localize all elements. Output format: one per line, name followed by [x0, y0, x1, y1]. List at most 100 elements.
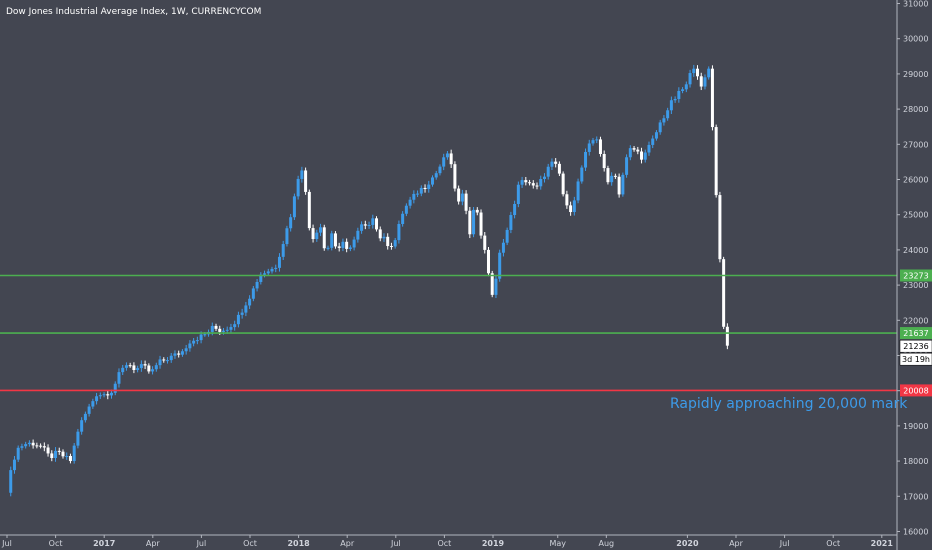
candle-body: [673, 99, 677, 101]
candle-body: [569, 205, 573, 213]
candle-body: [654, 132, 658, 139]
candle-body: [315, 232, 319, 240]
candle-body: [445, 153, 449, 158]
candle-body: [65, 456, 69, 458]
last-price-badge: [899, 339, 932, 353]
candle-body: [35, 445, 39, 447]
candle-body: [584, 151, 588, 168]
time-tick-label: Oct: [243, 539, 257, 548]
candle-body: [251, 288, 255, 299]
candle-body: [595, 139, 599, 141]
price-badges: 23273 21637 20008 21236 3d 19h: [899, 269, 932, 397]
candle-body: [154, 365, 158, 370]
candle-body: [61, 451, 65, 457]
candle-body: [468, 210, 472, 235]
level-badge: [900, 327, 932, 340]
candle-body: [39, 445, 43, 447]
chart-title: Dow Jones Industrial Average Index, 1W, …: [6, 7, 261, 17]
candle-body: [341, 241, 345, 248]
candle-body: [12, 459, 16, 471]
candle-body: [72, 445, 76, 462]
candle-body: [356, 230, 360, 240]
candle-body: [669, 100, 673, 111]
time-tick-label: 2018: [287, 539, 310, 548]
time-axis[interactable]: Jul Oct 2017 Apr Jul Oct 2018 Apr Jul Oct 2019 May A…: [0, 534, 897, 548]
candle-body: [128, 365, 132, 367]
candle-body: [147, 365, 151, 372]
candle-body: [255, 281, 259, 289]
candle-body: [367, 224, 371, 226]
candle-body: [501, 242, 505, 253]
candle-body: [50, 453, 54, 459]
price-tick-label: 27000: [903, 140, 928, 149]
candle-body: [647, 144, 651, 153]
candle-body: [9, 470, 13, 493]
candle-body: [666, 110, 670, 119]
candle-body: [513, 203, 517, 216]
candle-body: [113, 383, 117, 393]
candle-body: [87, 406, 91, 414]
candle-body: [363, 224, 367, 226]
candle-body: [587, 143, 591, 152]
candle-body: [632, 148, 636, 150]
candle-body: [457, 188, 461, 202]
candle-body: [658, 122, 662, 133]
candle-body: [431, 177, 435, 185]
candle-body: [177, 353, 181, 355]
candle-body: [158, 359, 162, 366]
candle-body: [162, 359, 166, 361]
candle-body: [221, 330, 225, 332]
candle-body: [449, 153, 453, 165]
candle-body: [625, 157, 629, 175]
candle-body: [610, 175, 614, 183]
candle-body: [42, 446, 46, 448]
candle-body: [520, 180, 524, 185]
candle-body: [184, 348, 188, 352]
candle-body: [490, 273, 494, 295]
price-tick-label: 18000: [903, 457, 928, 466]
candle-body: [434, 173, 438, 178]
candle-body: [31, 442, 35, 446]
candle-body: [404, 205, 408, 214]
candle-body: [68, 456, 72, 462]
time-tick-label: 2021: [871, 539, 894, 548]
candle-body: [98, 395, 102, 397]
candles-layer: [9, 64, 729, 497]
price-tick-label: 17000: [903, 492, 928, 501]
time-tick-label: Apr: [146, 539, 161, 548]
candle-body: [292, 196, 296, 218]
candle-body: [699, 76, 703, 87]
candle-body: [408, 199, 412, 206]
level-badge-label: 21637: [903, 329, 928, 338]
candle-body: [591, 140, 595, 144]
candle-body: [703, 77, 707, 87]
candle-body: [311, 228, 315, 240]
time-tick-label: Jul: [1, 539, 12, 548]
candle-body: [550, 161, 554, 167]
candle-body: [80, 420, 84, 432]
price-tick-label: 28000: [903, 105, 928, 114]
candle-body: [203, 334, 207, 336]
candle-body: [542, 176, 546, 179]
candle-body: [110, 392, 114, 396]
time-tick-label: Jul: [390, 539, 401, 548]
candle-body: [688, 73, 692, 85]
candle-body: [378, 229, 382, 239]
candle-body: [348, 247, 352, 249]
candle-body: [214, 325, 218, 329]
time-tick-label: Apr: [340, 539, 355, 548]
time-tick-label: 2017: [93, 539, 115, 548]
candle-body: [352, 239, 356, 248]
candle-body: [718, 195, 722, 260]
candle-body: [199, 334, 203, 341]
candle-body: [307, 191, 311, 229]
candle-body: [337, 246, 341, 248]
annotation-text: Rapidly approaching 20,000 mark: [670, 396, 908, 412]
candle-body: [270, 268, 274, 272]
candle-body: [360, 224, 364, 231]
candle-body: [427, 184, 431, 190]
candle-body: [598, 139, 602, 154]
candle-body: [195, 340, 199, 342]
candle-body: [248, 298, 252, 306]
candle-body: [192, 340, 196, 344]
